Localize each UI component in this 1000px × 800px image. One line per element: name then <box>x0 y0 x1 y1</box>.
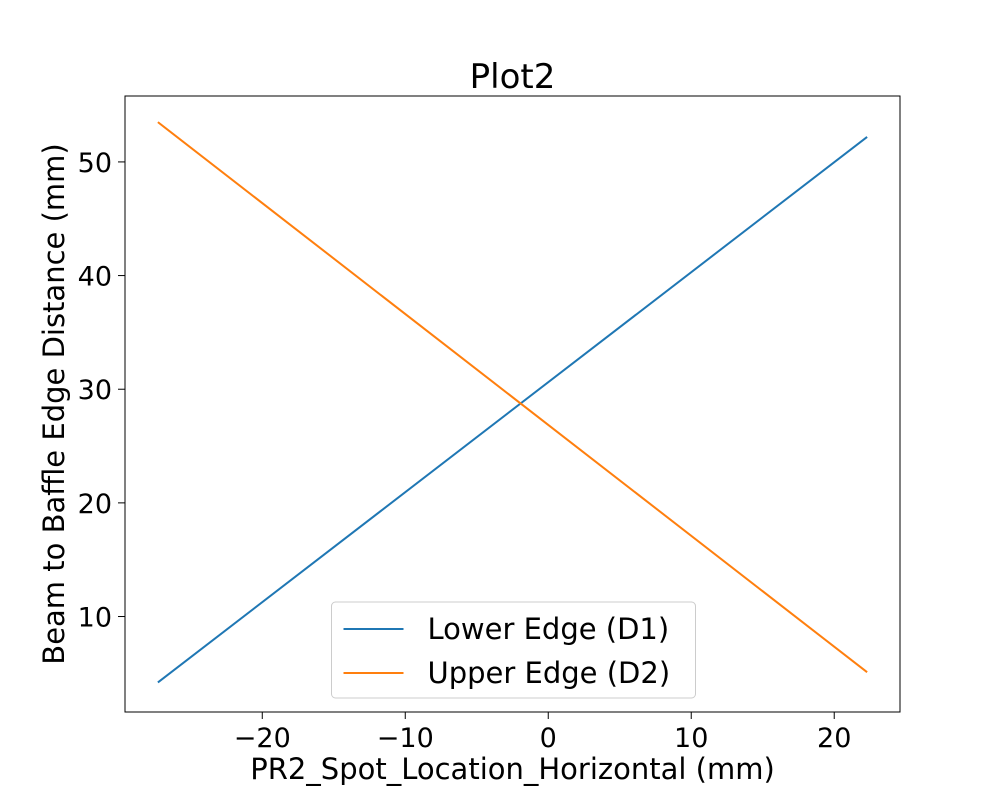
x-tick-label: 10 <box>674 723 708 754</box>
series-line-2 <box>157 121 868 674</box>
x-tick-label: −20 <box>234 723 291 754</box>
legend-label: Upper Edge (D2) <box>428 656 671 690</box>
legend-box <box>331 601 696 699</box>
x-tick-label: −10 <box>377 723 434 754</box>
x-tick-label: 0 <box>540 723 557 754</box>
y-tick-label: 20 <box>78 489 112 520</box>
legend: Lower Edge (D1) Upper Edge (D2) <box>331 601 696 699</box>
legend-label: Lower Edge (D1) <box>428 612 670 646</box>
y-axis-label: Beam to Baffle Edge Distance (mm) <box>37 143 71 664</box>
y-tick-label: 40 <box>78 262 112 293</box>
y-tick-label: 50 <box>78 148 112 179</box>
y-axis: 10 20 30 40 50 <box>78 148 125 634</box>
x-axis-label: PR2_Spot_Location_Horizontal (mm) <box>250 752 775 786</box>
y-tick-label: 30 <box>78 375 112 406</box>
x-axis: −20 −10 0 10 20 <box>234 712 851 754</box>
series-line-1 <box>157 136 868 684</box>
plot-frame <box>124 95 901 713</box>
x-tick-label: 20 <box>817 723 851 754</box>
y-tick-label: 10 <box>78 603 112 634</box>
chart-title: Plot2 <box>470 57 556 97</box>
